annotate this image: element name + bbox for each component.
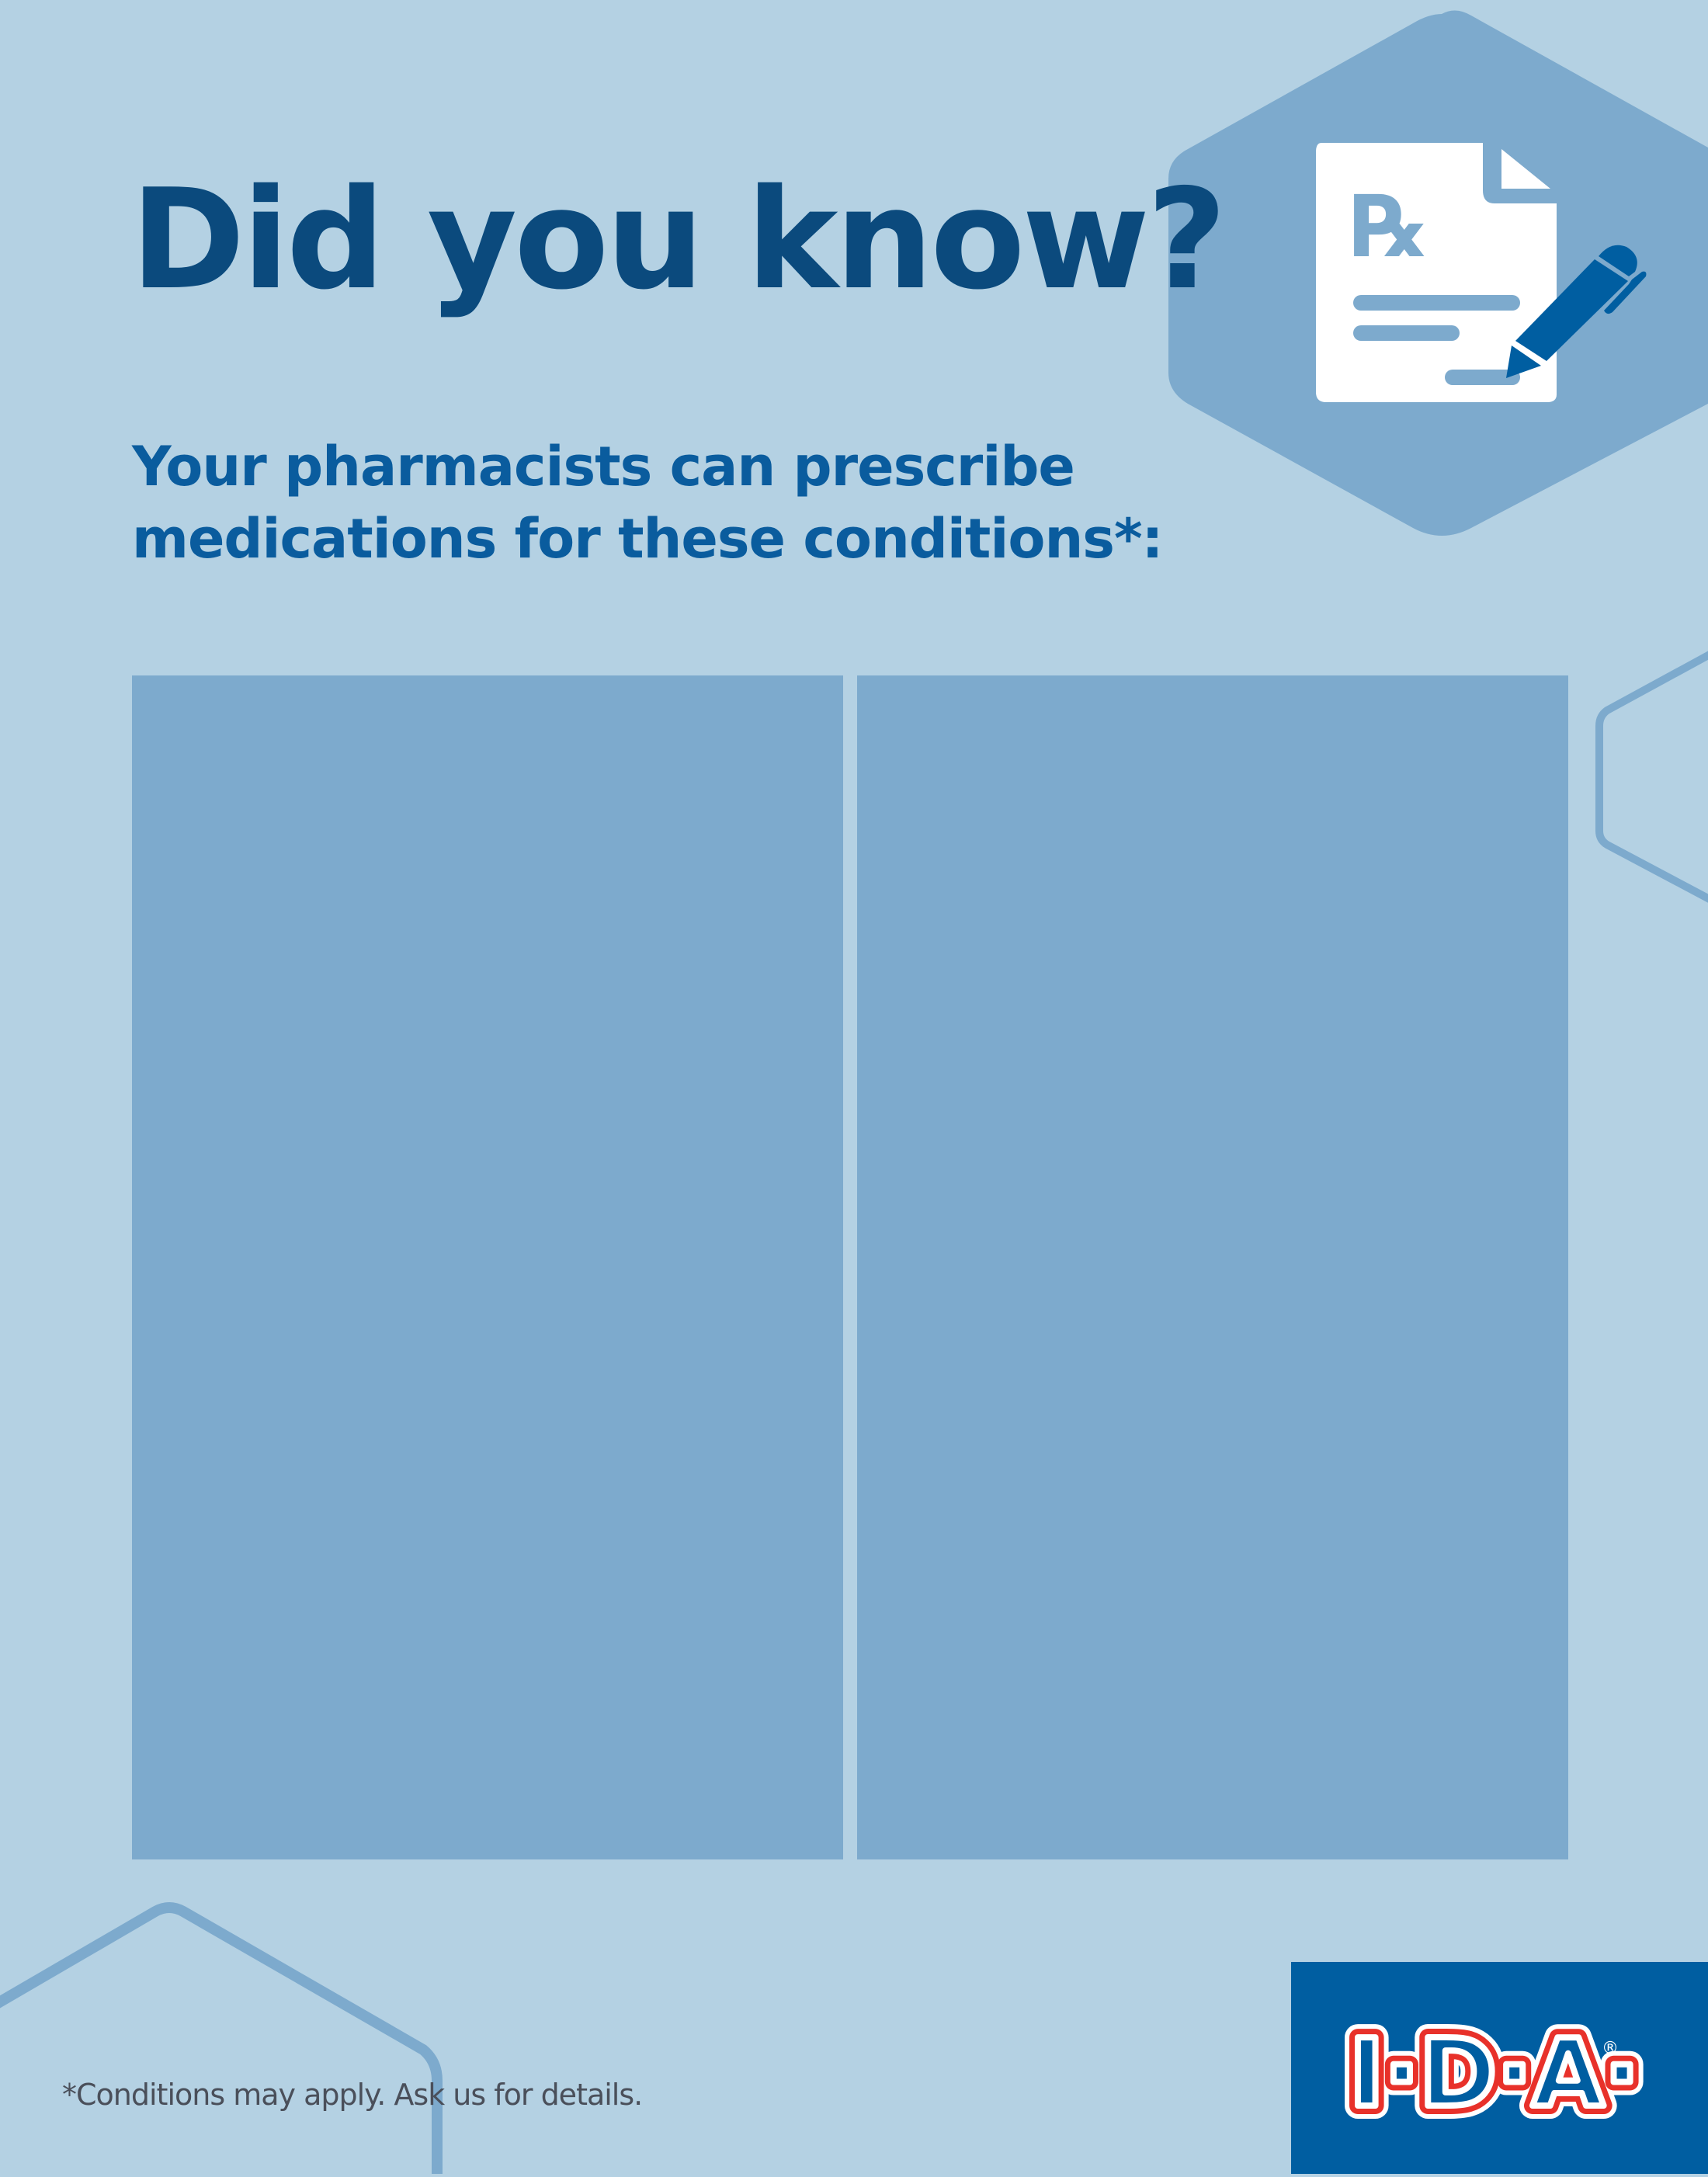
- page-title: Did you know?: [130, 159, 1227, 320]
- pen-icon: [1506, 245, 1647, 378]
- svg-text:I·D·A·: I·D·A·: [1349, 2020, 1640, 2128]
- rx-symbol: ℞: [1351, 177, 1428, 276]
- hexagon-outline-bottom-left: [0, 1902, 443, 2174]
- svg-text:®: ®: [1602, 2039, 1619, 2058]
- hexagon-outline-right: [1595, 651, 1708, 903]
- subtitle-line-2: medications for these conditions*:: [132, 507, 1164, 571]
- ida-logo: I·D·A· I·D·A· I·D·A· ®: [1291, 1962, 1708, 2174]
- right-panel: [857, 675, 1568, 1859]
- prescription-document-icon: ℞: [1316, 143, 1557, 402]
- page-subtitle: Your pharmacists can prescribe medicatio…: [132, 431, 1164, 575]
- footnote: *Conditions may apply. Ask us for detail…: [62, 2078, 643, 2112]
- ida-logo-mark: I·D·A· I·D·A· I·D·A· ®: [1336, 2007, 1653, 2141]
- svg-text:I·D·A·: I·D·A·: [1349, 2020, 1640, 2128]
- svg-text:I·D·A·: I·D·A·: [1349, 2020, 1640, 2128]
- subtitle-line-1: Your pharmacists can prescribe: [132, 435, 1075, 498]
- left-panel: [132, 675, 843, 1859]
